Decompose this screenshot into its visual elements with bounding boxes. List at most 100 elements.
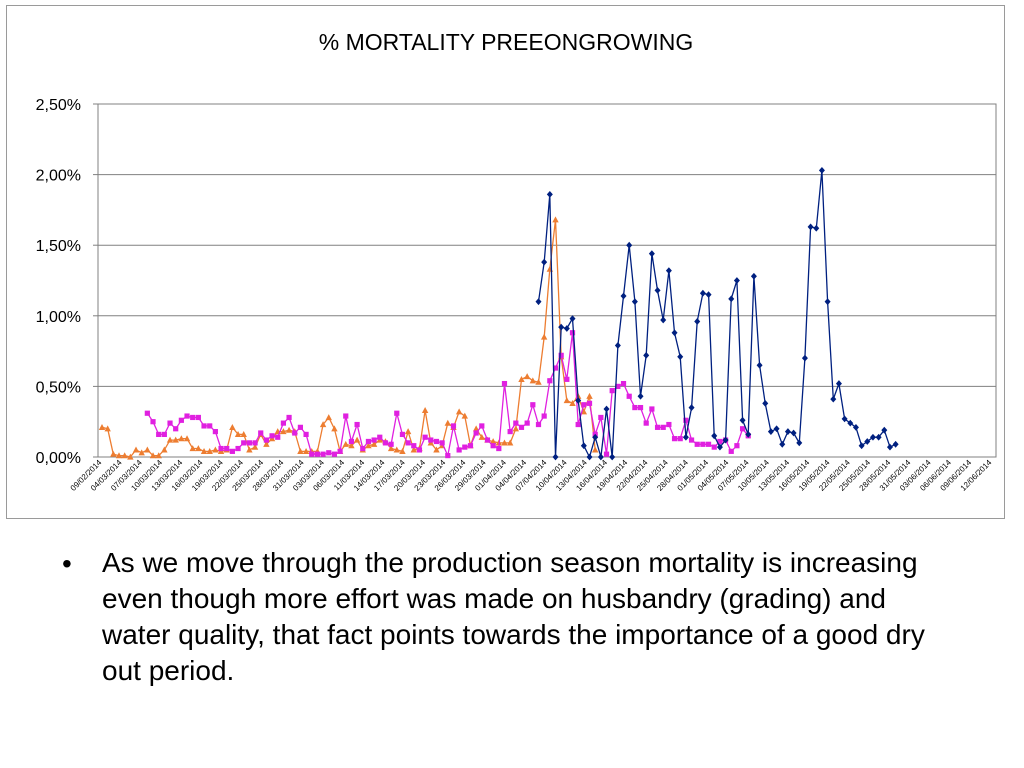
data-point — [609, 453, 616, 461]
data-point — [206, 447, 213, 454]
data-point — [184, 413, 190, 419]
data-point — [717, 438, 723, 445]
data-point — [569, 399, 576, 406]
data-point — [110, 450, 117, 457]
data-point — [490, 443, 496, 449]
data-point — [195, 414, 201, 421]
data-point — [394, 410, 400, 416]
data-point — [286, 414, 292, 421]
data-point — [592, 433, 599, 441]
data-point — [455, 408, 463, 415]
series-line — [146, 332, 749, 458]
data-point — [540, 333, 548, 340]
chart-title: % MORTALITY PREEONGROWING — [319, 29, 693, 55]
data-point — [807, 223, 814, 231]
data-point — [745, 431, 752, 438]
data-point — [637, 404, 644, 411]
data-point — [353, 436, 361, 443]
data-point — [258, 430, 264, 436]
data-point — [581, 402, 587, 408]
data-point — [535, 378, 542, 385]
data-point — [767, 428, 774, 435]
data-point — [422, 434, 428, 440]
data-point — [297, 424, 304, 430]
series-0 — [98, 216, 599, 460]
data-point — [156, 431, 162, 438]
data-point — [450, 423, 457, 429]
data-point — [654, 286, 661, 294]
data-point — [734, 443, 740, 449]
data-point — [660, 424, 666, 430]
data-point — [830, 395, 837, 403]
data-point — [178, 435, 185, 442]
data-point — [835, 380, 842, 387]
data-point — [161, 446, 168, 453]
data-point — [178, 417, 184, 423]
data-point — [711, 432, 718, 440]
data-point — [285, 426, 293, 433]
data-point — [326, 450, 332, 456]
data-point — [280, 428, 287, 435]
y-tick-label: 0,00% — [36, 450, 81, 467]
data-point — [433, 446, 440, 453]
data-point — [150, 419, 156, 425]
data-point — [115, 452, 123, 459]
data-point — [614, 342, 621, 349]
data-point — [411, 443, 417, 449]
data-point — [694, 441, 700, 447]
data-point — [552, 453, 559, 461]
data-point — [569, 330, 576, 336]
data-point — [489, 438, 497, 445]
data-point — [733, 277, 740, 284]
data-point — [433, 438, 440, 445]
data-point — [354, 421, 360, 428]
data-point — [478, 433, 486, 440]
data-point — [666, 421, 672, 428]
grid-lines — [93, 103, 997, 458]
data-point — [348, 438, 355, 445]
data-point — [201, 423, 207, 429]
data-point — [462, 444, 468, 450]
data-point — [591, 446, 599, 453]
data-point — [240, 431, 247, 438]
y-tick-label: 1,50% — [36, 238, 81, 255]
data-point — [654, 424, 661, 430]
data-point — [331, 425, 338, 432]
y-tick-label: 0,50% — [36, 379, 81, 396]
data-point — [319, 421, 327, 428]
data-point — [546, 190, 553, 198]
data-point — [98, 423, 106, 430]
data-point — [762, 399, 769, 407]
data-point — [699, 289, 706, 297]
data-point — [200, 447, 208, 454]
data-point — [337, 448, 343, 454]
data-point — [841, 415, 848, 423]
data-point — [155, 452, 162, 459]
data-point — [575, 421, 581, 428]
data-point — [207, 423, 213, 429]
data-point — [234, 431, 242, 438]
data-point — [387, 445, 395, 452]
series-2 — [535, 166, 899, 461]
data-point — [246, 440, 252, 446]
data-point — [507, 428, 513, 435]
data-point — [161, 431, 167, 438]
data-point — [847, 419, 854, 427]
data-point — [444, 419, 451, 426]
data-point — [325, 414, 332, 421]
data-point — [705, 291, 712, 299]
data-point — [303, 431, 309, 438]
data-point — [705, 441, 712, 447]
data-point — [637, 392, 644, 400]
data-point — [756, 361, 763, 369]
data-point — [818, 166, 825, 174]
data-point — [371, 437, 377, 443]
data-point — [597, 453, 604, 461]
data-point — [529, 377, 537, 384]
data-point — [144, 410, 150, 416]
data-point — [869, 433, 876, 441]
data-point — [241, 440, 247, 446]
data-point — [677, 436, 683, 442]
data-point — [603, 451, 610, 457]
data-point — [603, 405, 610, 413]
